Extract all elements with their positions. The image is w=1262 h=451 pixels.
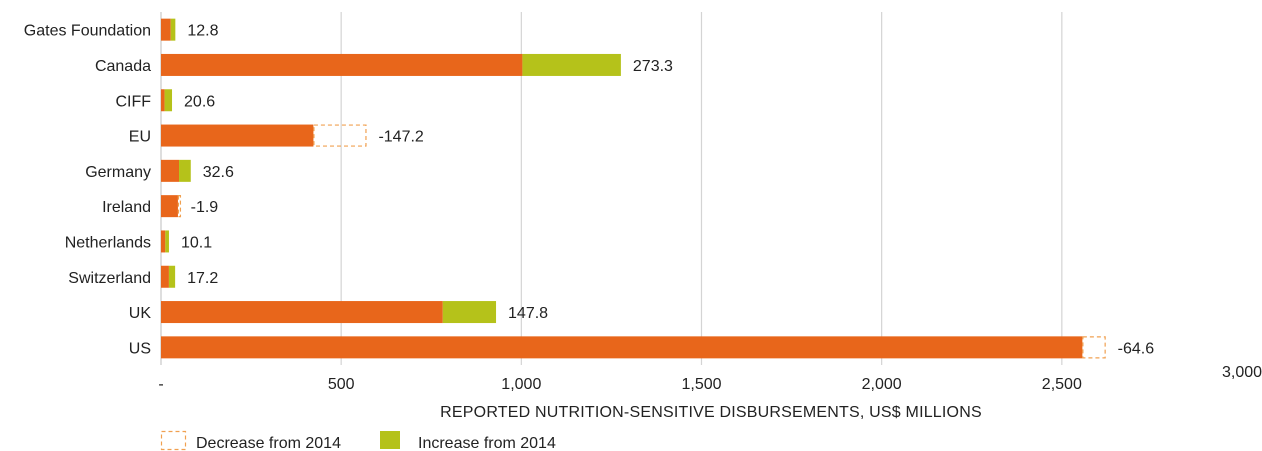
x-tick-label: 2,500 [1042,376,1082,393]
category-label: Switzerland [68,270,151,287]
x-tick-label: 2,000 [862,376,902,393]
legend-label-decrease: Decrease from 2014 [196,435,341,451]
bar-increase-segment [170,18,176,41]
bar-2015-value [161,124,314,147]
category-label: Gates Foundation [24,23,151,40]
bar-decrease-segment [1082,336,1106,359]
x-tick-label: 500 [328,376,355,393]
category-label: Germany [85,164,151,181]
data-label: 12.8 [187,23,218,40]
data-label: -147.2 [378,129,423,146]
legend-swatch-decrease [160,430,187,451]
bar-decrease-segment [177,195,182,218]
data-label: 32.6 [203,164,234,181]
bar-2015-value [161,89,165,112]
bar-2015-value [161,159,180,182]
bar-increase-segment [522,53,621,76]
category-label: UK [129,305,152,322]
data-label: -1.9 [191,199,219,216]
category-labels: Gates Foundation Canada CIFF EU Germany Irela… [24,23,152,358]
x-tick-label: 1,000 [501,376,541,393]
category-label: Netherlands [65,234,151,251]
x-tick-label: 3,000 [1222,364,1262,381]
bar-2015-value [161,336,1083,359]
bar-2015-value [161,53,523,76]
category-label: CIFF [115,93,151,110]
bars [161,18,1106,359]
bar-2015-value [161,18,171,41]
bar-decrease-segment [313,124,367,147]
bar-2015-value [161,301,443,324]
legend-swatch-increase [380,431,400,449]
x-tick-label: - [158,376,163,393]
bar-increase-segment [164,89,173,112]
bar-increase-segment [179,159,191,182]
bar-increase-segment [168,265,176,288]
bar-2015-value [161,195,178,218]
bar-2015-value [161,230,166,253]
data-label: 147.8 [508,305,548,322]
data-label: 20.6 [184,93,215,110]
data-labels: 12.8 273.3 20.6 -147.2 32.6 -1.9 10.1 17.2 147.8… [181,23,1154,358]
data-label: 17.2 [187,270,218,287]
legend: Decrease from 2014 Increase from 2014 [160,430,556,451]
bar-2015-value [161,265,169,288]
x-axis-title: REPORTED NUTRITION-SENSITIVE DISBURSEMEN… [440,404,982,421]
category-label: Ireland [102,199,151,216]
x-tick-labels: - 500 1,000 1,500 2,000 2,500 3,000 [158,364,1262,393]
data-label: 10.1 [181,234,212,251]
category-label: Canada [95,58,151,75]
bar-increase-segment [442,301,497,324]
data-label: 273.3 [633,58,673,75]
legend-label-increase: Increase from 2014 [418,435,556,451]
category-label: EU [129,129,151,146]
bar-increase-segment [165,230,169,253]
x-tick-label: 1,500 [681,376,721,393]
data-label: -64.6 [1118,340,1155,357]
category-label: US [129,340,151,357]
